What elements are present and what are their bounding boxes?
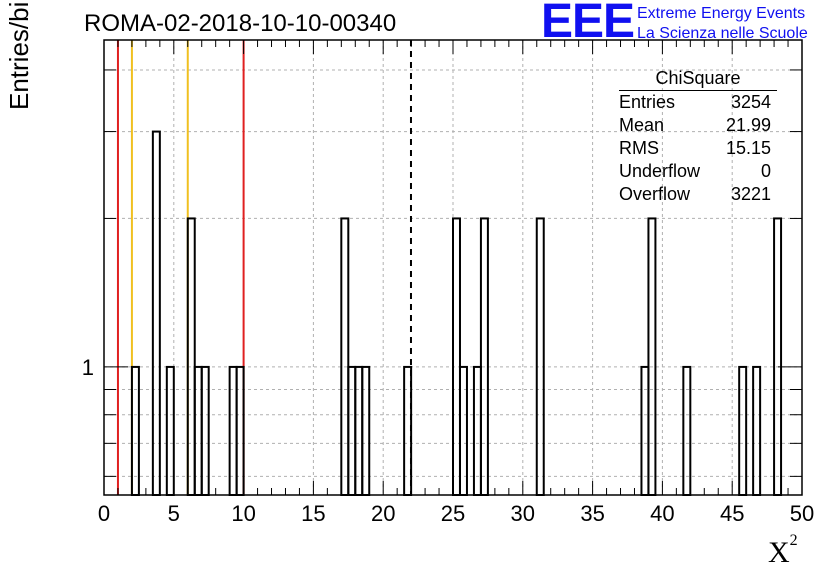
x-tick-label: 20 — [371, 501, 395, 526]
logo-text-line1: Extreme Energy Events — [637, 5, 806, 22]
histogram-bar — [228, 365, 238, 496]
stats-row: Overflow 3221 — [611, 183, 779, 206]
histogram-bar — [130, 365, 140, 496]
x-tick-label: 10 — [231, 501, 255, 526]
histogram-bar — [151, 130, 161, 497]
reference-lines — [116, 40, 412, 495]
stats-rows: Entries 3254 Mean 21.99 RMS 15.15 Underflow 0 Ov… — [611, 91, 779, 206]
histogram-bar — [186, 217, 196, 496]
stats-row: Entries 3254 — [611, 91, 779, 114]
x-axis-label: X2 — [768, 532, 798, 569]
stats-key: Underflow — [619, 161, 701, 181]
x-tick-label: 45 — [720, 501, 744, 526]
histogram-bar — [200, 365, 210, 496]
histogram-bar — [361, 365, 371, 496]
y-tick-label: 1 — [82, 355, 94, 380]
stats-key: Mean — [619, 115, 665, 135]
histogram-bar — [347, 365, 357, 496]
stats-title: ChiSquare — [619, 66, 777, 91]
histogram-bar — [682, 365, 692, 496]
stats-value: 21.99 — [725, 115, 771, 135]
stats-key: RMS — [619, 138, 659, 158]
histogram-bar — [193, 365, 203, 496]
tick-labels: 0 5 10 15 20 25 30 35 40 45 50 1 — [82, 355, 814, 526]
x-tick-label: 35 — [580, 501, 604, 526]
histogram-bar — [458, 365, 468, 496]
eee-logo: EEE Extreme Energy Events La Scienza nel… — [541, 0, 836, 48]
stats-value: 0 — [760, 161, 771, 181]
histogram-bar — [640, 365, 650, 496]
stats-key: Entries — [619, 92, 676, 112]
histogram-bar — [165, 365, 175, 496]
x-tick-label: 15 — [301, 501, 325, 526]
histogram-bar — [452, 217, 461, 496]
stats-value: 3221 — [730, 184, 771, 204]
x-tick-label: 30 — [511, 501, 535, 526]
x-tick-label: 5 — [168, 501, 180, 526]
stats-row: Underflow 0 — [611, 160, 779, 183]
histogram-bar — [738, 365, 748, 496]
stats-key: Overflow — [619, 184, 691, 204]
histogram-bar — [340, 217, 350, 496]
histogram-bar — [235, 365, 245, 496]
logo-text-line2: La Scienza nelle Scuole — [637, 25, 808, 42]
histogram-bar — [647, 217, 657, 496]
histogram-bar — [354, 365, 364, 496]
stats-row: RMS 15.15 — [611, 137, 779, 160]
x-tick-label: 50 — [790, 501, 814, 526]
stats-value: 15.15 — [725, 138, 771, 158]
histogram-bar — [535, 217, 545, 496]
stats-value: 3254 — [730, 92, 771, 112]
histogram-bar — [773, 217, 783, 496]
histogram-bar — [479, 217, 489, 496]
histogram-bar — [472, 365, 482, 496]
x-tick-label: 40 — [650, 501, 674, 526]
histogram-bar — [752, 365, 762, 496]
stats-row: Mean 21.99 — [611, 114, 779, 137]
x-tick-label: 25 — [441, 501, 465, 526]
stats-box: ChiSquare Entries 3254 Mean 21.99 RMS 15.15 Un… — [611, 66, 779, 206]
chart-title: ROMA-02-2018-10-10-00340 — [84, 10, 397, 37]
x-tick-label: 0 — [98, 501, 110, 526]
ticks — [103, 40, 803, 495]
